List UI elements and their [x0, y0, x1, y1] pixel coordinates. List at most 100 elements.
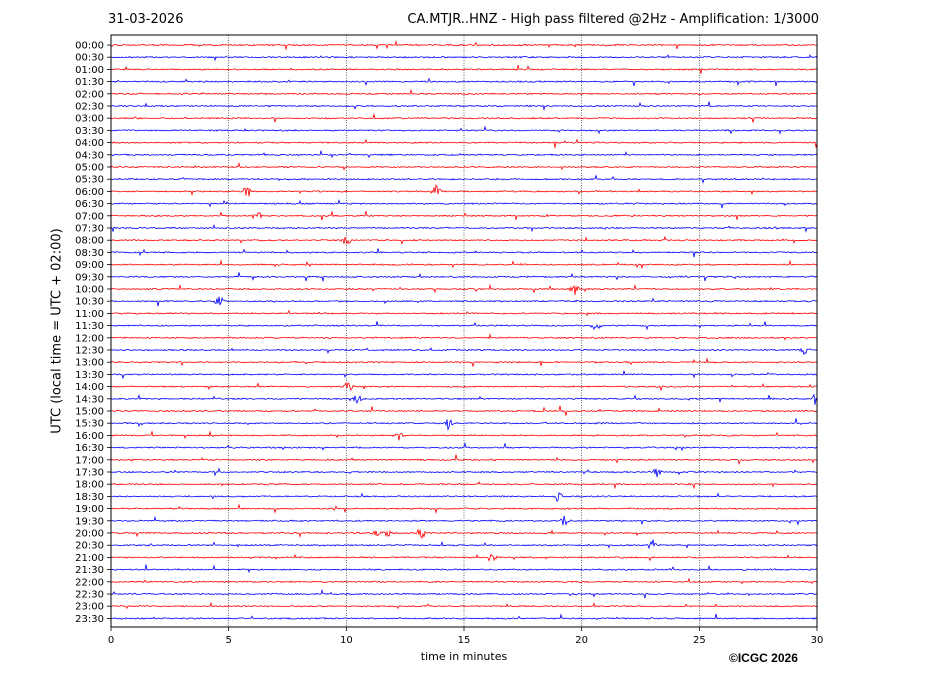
- trace-0300: [110, 112, 818, 123]
- trace-0900: [110, 259, 818, 270]
- trace-0430: [110, 150, 818, 159]
- trace-1300: [110, 357, 818, 367]
- trace-0330: [110, 125, 818, 135]
- trace-1700: [110, 454, 818, 465]
- x-axis-label: time in minutes: [420, 650, 508, 663]
- x-tick-label-15: 15: [458, 635, 471, 646]
- trace-0500: [110, 161, 818, 171]
- y-tick-label-2130: 21:30: [75, 565, 104, 576]
- y-tick-label-1830: 18:30: [75, 492, 104, 503]
- trace-0630: [110, 198, 818, 209]
- y-tick-label-1230: 12:30: [75, 346, 104, 357]
- trace-1100: [110, 309, 818, 317]
- trace-1730: [110, 467, 818, 478]
- y-tick-label-1900: 19:00: [75, 504, 104, 515]
- trace-1000: [110, 283, 818, 295]
- y-tick-label-0100: 01:00: [75, 65, 104, 76]
- y-tick-label-1930: 19:30: [75, 516, 104, 527]
- y-tick-label-0630: 06:30: [75, 199, 104, 210]
- trace-2100: [110, 553, 818, 562]
- y-tick-label-0430: 04:30: [75, 150, 104, 161]
- trace-2000: [110, 528, 818, 539]
- x-tick-label-25: 25: [693, 635, 706, 646]
- y-tick-label-0600: 06:00: [75, 187, 104, 198]
- y-tick-label-0800: 08:00: [75, 236, 104, 247]
- trace-1530: [110, 418, 818, 431]
- trace-1630: [110, 441, 818, 452]
- y-tick-label-0330: 03:30: [75, 126, 104, 137]
- trace-0930: [110, 272, 818, 282]
- y-tick-label-0730: 07:30: [75, 224, 104, 235]
- y-tick-label-1430: 14:30: [75, 394, 104, 405]
- y-tick-label-1330: 13:30: [75, 370, 104, 381]
- trace-2230: [110, 588, 818, 599]
- trace-1430: [110, 393, 818, 405]
- y-tick-label-2200: 22:00: [75, 577, 104, 588]
- y-tick-label-0500: 05:00: [75, 163, 104, 174]
- trace-2200: [110, 577, 818, 585]
- x-tick-label-30: 30: [811, 635, 824, 646]
- trace-0600: [110, 184, 818, 197]
- trace-0400: [110, 138, 818, 148]
- y-tick-label-2100: 21:00: [75, 553, 104, 564]
- y-tick-label-2230: 22:30: [75, 590, 104, 601]
- y-tick-label-0700: 07:00: [75, 211, 104, 222]
- trace-0030: [110, 54, 818, 62]
- x-tick-label-5: 5: [225, 635, 231, 646]
- y-tick-label-0130: 01:30: [75, 77, 104, 88]
- y-tick-label-2330: 23:30: [75, 614, 104, 625]
- chart-date: 31-03-2026: [108, 12, 184, 27]
- chart-title: CA.MTJR..HNZ - High pass filtered @2Hz -…: [407, 12, 819, 27]
- trace-2130: [110, 564, 818, 574]
- trace-2330: [110, 613, 818, 621]
- trace-1400: [110, 381, 818, 391]
- y-tick-label-1730: 17:30: [75, 468, 104, 479]
- y-tick-label-1030: 10:30: [75, 297, 104, 308]
- x-tick-label-10: 10: [340, 635, 353, 646]
- trace-0000: [110, 40, 818, 51]
- y-tick-label-1530: 15:30: [75, 419, 104, 430]
- trace-1330: [110, 370, 818, 380]
- y-tick-label-2300: 23:00: [75, 602, 104, 613]
- y-tick-label-1400: 14:00: [75, 382, 104, 393]
- trace-1130: [110, 321, 818, 331]
- trace-1830: [110, 491, 818, 503]
- trace-1500: [110, 405, 818, 416]
- y-tick-label-0530: 05:30: [75, 175, 104, 186]
- trace-1030: [110, 296, 818, 307]
- trace-0700: [110, 211, 818, 221]
- y-tick-label-2030: 20:30: [75, 541, 104, 552]
- y-tick-label-0930: 09:30: [75, 272, 104, 283]
- y-tick-label-1200: 12:00: [75, 333, 104, 344]
- trace-0200: [110, 88, 818, 96]
- y-tick-label-0230: 02:30: [75, 102, 104, 113]
- trace-1600: [110, 430, 818, 441]
- y-tick-label-0200: 02:00: [75, 89, 104, 100]
- y-tick-label-1700: 17:00: [75, 455, 104, 466]
- y-tick-label-0830: 08:30: [75, 248, 104, 259]
- y-tick-label-1600: 16:00: [75, 431, 104, 442]
- trace-1230: [110, 347, 818, 356]
- trace-1800: [110, 481, 818, 490]
- y-tick-label-0900: 09:00: [75, 260, 104, 271]
- y-tick-label-2000: 20:00: [75, 529, 104, 540]
- y-tick-label-0000: 00:00: [75, 41, 104, 52]
- trace-0100: [110, 64, 818, 74]
- trace-0530: [110, 174, 818, 184]
- y-tick-label-1630: 16:30: [75, 443, 104, 454]
- trace-0230: [110, 101, 818, 112]
- trace-2030: [110, 539, 818, 550]
- trace-0830: [110, 248, 818, 258]
- trace-1900: [110, 503, 818, 515]
- y-tick-label-1000: 10:00: [75, 285, 104, 296]
- x-tick-label-0: 0: [108, 635, 114, 646]
- y-tick-label-0030: 00:30: [75, 53, 104, 64]
- trace-2300: [110, 601, 818, 610]
- trace-1930: [110, 515, 818, 526]
- y-tick-label-1800: 18:00: [75, 480, 104, 491]
- trace-0130: [110, 77, 818, 87]
- y-tick-label-1300: 13:00: [75, 358, 104, 369]
- trace-0730: [110, 224, 818, 233]
- copyright-text: ©ICGC 2026: [729, 651, 798, 665]
